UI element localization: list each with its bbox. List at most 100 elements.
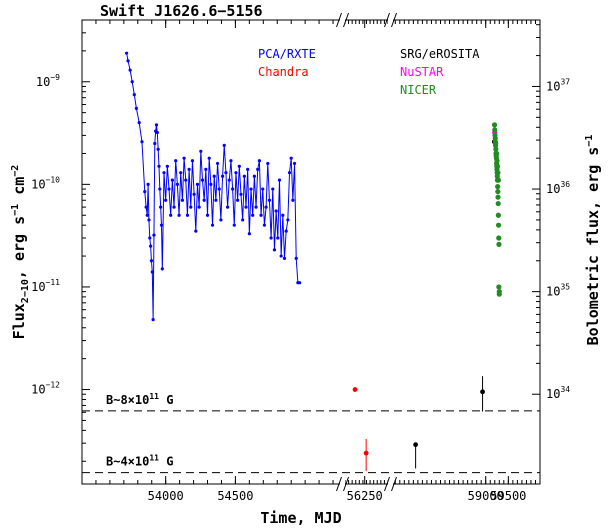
data-point xyxy=(174,159,178,163)
data-point xyxy=(217,187,221,191)
data-point xyxy=(160,267,164,271)
legend-entry: Chandra xyxy=(258,65,309,79)
data-point xyxy=(294,256,298,260)
data-point xyxy=(496,235,502,241)
data-point xyxy=(227,178,231,182)
data-point xyxy=(192,192,196,196)
data-point xyxy=(177,213,181,217)
data-point xyxy=(257,159,261,163)
data-point xyxy=(252,174,256,178)
data-point xyxy=(413,442,419,448)
data-point xyxy=(363,450,369,456)
data-point xyxy=(130,80,134,84)
data-marks xyxy=(125,51,502,472)
x-axis-label: Time, MJD xyxy=(260,509,341,527)
data-point xyxy=(231,187,235,191)
data-point xyxy=(491,122,498,128)
axis-breaks xyxy=(336,10,397,494)
series-line xyxy=(126,53,300,320)
data-point xyxy=(189,205,193,209)
y-axis-label: Flux2−10, erg s−1 cm−2 xyxy=(10,165,31,340)
data-point xyxy=(149,244,153,248)
data-point xyxy=(495,194,501,200)
data-point xyxy=(215,161,220,166)
data-point xyxy=(164,198,168,202)
field-label: B~4×1011 G xyxy=(106,454,173,469)
data-point xyxy=(493,150,500,157)
data-point xyxy=(150,270,154,274)
data-point xyxy=(156,147,160,151)
data-point xyxy=(182,156,186,160)
data-point xyxy=(155,130,159,135)
data-point xyxy=(185,213,190,217)
data-point xyxy=(271,187,275,191)
data-point xyxy=(259,213,263,217)
data-point xyxy=(157,164,161,168)
data-point xyxy=(205,213,210,217)
data-point xyxy=(496,241,502,247)
data-point xyxy=(352,387,358,392)
data-point xyxy=(175,182,179,186)
break-slash xyxy=(336,476,342,492)
data-point xyxy=(261,187,265,191)
y-right-tick-label: 1036 xyxy=(546,180,570,196)
legend-entry: NuSTAR xyxy=(400,65,444,79)
data-point xyxy=(125,51,129,55)
data-point xyxy=(195,182,200,186)
data-point xyxy=(212,174,216,178)
data-point xyxy=(494,158,500,164)
data-point xyxy=(277,178,282,182)
y-tick-label: 10−12 xyxy=(31,381,60,397)
data-point xyxy=(147,218,151,222)
data-point xyxy=(289,156,293,160)
data-point xyxy=(190,159,195,163)
data-point xyxy=(202,198,206,202)
data-point xyxy=(148,236,152,240)
data-point xyxy=(297,281,302,285)
data-point xyxy=(237,164,241,168)
x-tick-label: 59000 xyxy=(468,489,504,503)
data-point xyxy=(262,223,267,227)
break-slash xyxy=(384,476,390,492)
break-gap xyxy=(388,474,393,494)
data-point xyxy=(267,198,272,202)
data-point xyxy=(126,59,130,63)
data-point xyxy=(145,213,149,217)
data-point xyxy=(495,212,501,218)
plot-frame xyxy=(81,19,541,485)
x-tick-label: 59500 xyxy=(490,489,526,503)
field-label: B~8×1011 G xyxy=(106,392,173,407)
x-tick-label: 56250 xyxy=(347,489,383,503)
data-point xyxy=(169,213,173,217)
data-point xyxy=(279,254,283,258)
data-point xyxy=(180,198,185,202)
y-right-tick-label: 1037 xyxy=(546,77,570,93)
data-point xyxy=(239,192,243,196)
data-point xyxy=(269,236,273,240)
data-point xyxy=(214,198,218,202)
data-point xyxy=(170,178,174,182)
data-point xyxy=(276,236,280,240)
break-gap-top xyxy=(340,10,345,30)
data-point xyxy=(241,218,245,222)
data-point xyxy=(207,156,211,160)
y-tick-label: 10−11 xyxy=(31,278,60,294)
break-slash-top xyxy=(384,12,390,28)
data-point xyxy=(210,223,215,227)
y-right-axis-label: Bolometric flux, erg s−1 xyxy=(584,135,602,346)
data-point xyxy=(272,248,277,252)
data-point xyxy=(266,161,270,166)
data-point xyxy=(187,167,191,171)
data-point xyxy=(495,200,501,207)
data-point xyxy=(224,171,228,175)
data-point xyxy=(287,171,292,175)
data-point xyxy=(152,233,156,237)
data-point xyxy=(159,223,164,227)
data-point xyxy=(179,171,183,175)
data-point xyxy=(493,140,499,147)
y-tick-label: 10−9 xyxy=(36,73,60,89)
data-point xyxy=(137,120,141,125)
data-point xyxy=(493,146,499,152)
data-point xyxy=(254,205,258,209)
